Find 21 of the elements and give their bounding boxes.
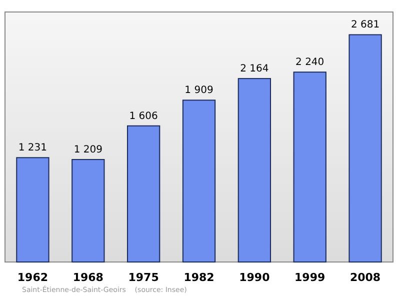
bar [238, 78, 272, 262]
x-tick-label: 1962 [17, 271, 48, 284]
data-label: 2 240 [296, 57, 324, 68]
data-label: 1 909 [184, 85, 214, 96]
x-tick-label: 1975 [128, 271, 159, 284]
bar [126, 125, 160, 262]
x-tick-label: 1982 [184, 271, 214, 284]
bar [293, 72, 326, 262]
data-label: 1 606 [129, 110, 158, 122]
x-tick-label: 2008 [350, 271, 381, 284]
x-tick-label: 1990 [239, 271, 270, 284]
data-label: 2 681 [350, 20, 380, 31]
data-label: 2 164 [240, 64, 269, 75]
bar [182, 100, 216, 262]
x-tick-label: 1999 [294, 271, 326, 284]
data-label: 1 231 [18, 142, 48, 154]
bar [16, 157, 50, 262]
x-tick-label: 1968 [72, 271, 104, 284]
bar [72, 159, 105, 262]
data-label: 1 209 [74, 144, 102, 156]
bar [348, 34, 382, 262]
